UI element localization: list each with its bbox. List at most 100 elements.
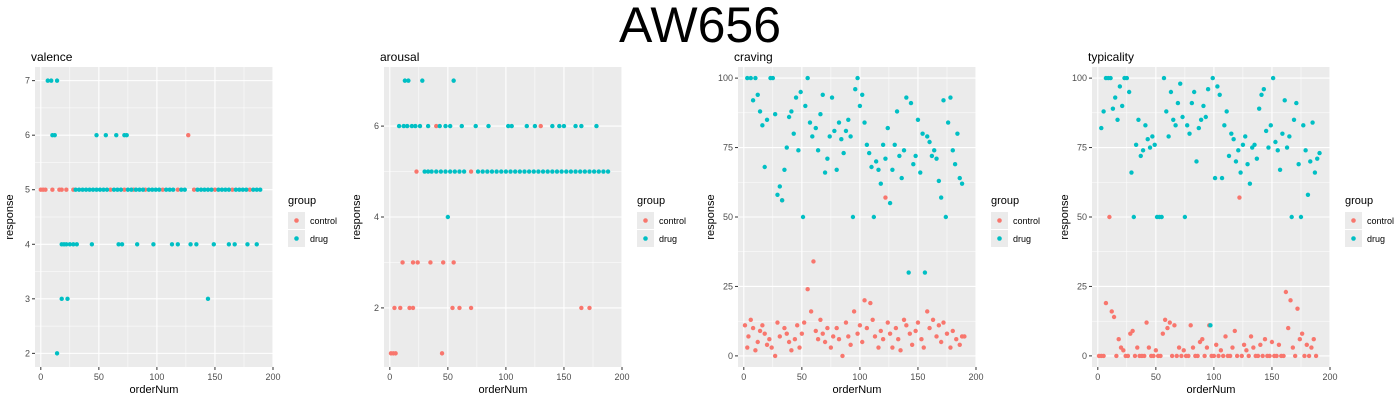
data-point-drug — [1252, 142, 1257, 147]
data-point-drug — [452, 169, 458, 174]
data-point-drug — [800, 214, 806, 220]
y-tick-label: 3 — [25, 294, 30, 304]
data-point-drug — [233, 187, 239, 192]
data-point-drug — [901, 148, 907, 153]
data-point-control — [451, 260, 456, 265]
data-point-drug — [855, 75, 860, 81]
data-point-drug — [1212, 175, 1218, 181]
data-point-drug — [1161, 75, 1167, 81]
data-point-control — [1227, 353, 1233, 359]
data-point-control — [887, 331, 893, 336]
legend-key-point-drug — [997, 236, 1002, 241]
data-point-drug — [409, 123, 415, 129]
data-point-drug — [1115, 117, 1120, 122]
chart-panel-craving: craving 0 50 100 150 200 0 25 50 75 100 orderNum res… — [705, 50, 1040, 396]
data-point-control — [230, 187, 235, 192]
data-point-control — [160, 187, 165, 192]
data-point-control — [755, 339, 760, 345]
data-point-control — [434, 123, 439, 129]
data-point-control — [782, 325, 787, 331]
data-point-control — [1297, 337, 1303, 342]
data-point-control — [468, 305, 474, 311]
y-tick-label: 100 — [718, 73, 733, 83]
data-point-drug — [908, 100, 914, 106]
data-point-drug — [1312, 170, 1318, 175]
data-point-drug — [245, 242, 250, 247]
data-point-drug — [167, 187, 172, 192]
data-point-drug — [1280, 131, 1285, 136]
data-point-control — [1241, 342, 1247, 347]
data-point-control — [904, 323, 909, 328]
data-point-control — [468, 169, 474, 174]
data-point-control — [762, 331, 767, 336]
data-point-drug — [848, 134, 853, 139]
data-point-control — [1158, 353, 1163, 359]
data-point-control — [962, 334, 967, 339]
data-point-drug — [564, 169, 569, 174]
data-point-drug — [959, 181, 965, 186]
chart-panel-typicality: typicality 0 50 100 150 200 0 25 50 75 100 orderNum… — [1059, 50, 1394, 396]
data-point-drug — [948, 95, 953, 100]
data-point-drug — [459, 123, 464, 129]
y-axis-label: response — [705, 194, 717, 239]
data-point-drug — [1108, 75, 1113, 81]
data-point-drug — [878, 181, 883, 186]
data-point-drug — [1268, 123, 1273, 128]
data-point-control — [1286, 325, 1291, 331]
data-point-drug — [820, 92, 825, 97]
data-point-drug — [1168, 89, 1174, 95]
y-tick-label: 2 — [374, 303, 379, 313]
data-point-drug — [605, 169, 611, 174]
data-point-control — [1162, 317, 1168, 322]
data-point-drug — [179, 187, 184, 192]
data-point-drug — [1273, 139, 1278, 145]
data-point-drug — [883, 156, 888, 161]
data-point-drug — [1263, 128, 1269, 134]
x-tick-label: 150 — [910, 372, 925, 382]
data-point-control — [1107, 214, 1112, 220]
data-point-drug — [601, 169, 606, 174]
data-point-control — [764, 342, 770, 347]
data-point-drug — [1178, 81, 1183, 86]
data-point-control — [848, 342, 853, 347]
data-point-control — [1230, 345, 1235, 350]
data-point-drug — [1222, 123, 1227, 128]
data-point-control — [1188, 323, 1193, 328]
data-point-drug — [254, 242, 259, 247]
data-point-drug — [873, 159, 879, 164]
data-point-drug — [1131, 214, 1136, 220]
data-point-control — [808, 309, 814, 314]
data-point-control — [1276, 342, 1282, 347]
data-point-drug — [429, 169, 434, 174]
data-point-drug — [596, 169, 601, 174]
y-tick-label: 0 — [1082, 351, 1087, 361]
data-point-drug — [509, 123, 514, 129]
y-axis-label: response — [351, 194, 363, 239]
y-tick-label: 0 — [728, 351, 733, 361]
data-point-control — [792, 337, 798, 342]
data-point-control — [813, 328, 818, 334]
data-point-drug — [116, 242, 121, 247]
data-point-drug — [494, 169, 499, 174]
data-point-drug — [1140, 148, 1146, 153]
data-point-control — [108, 187, 113, 192]
data-point-control — [1160, 331, 1166, 336]
data-point-drug — [118, 187, 124, 192]
data-point-control — [893, 325, 899, 331]
data-point-drug — [918, 170, 923, 175]
data-point-control — [957, 342, 962, 347]
x-axis-label: orderNum — [1187, 384, 1236, 396]
data-point-control — [1109, 309, 1114, 314]
data-point-control — [400, 260, 405, 265]
data-point-drug — [911, 162, 916, 167]
data-point-control — [415, 260, 420, 265]
data-point-drug — [402, 78, 408, 83]
data-point-control — [441, 260, 446, 265]
data-point-drug — [434, 169, 439, 174]
data-point-drug — [807, 120, 813, 125]
data-point-control — [1211, 353, 1217, 359]
data-point-control — [1237, 195, 1242, 200]
data-point-control — [822, 339, 828, 345]
y-tick-label: 6 — [374, 121, 379, 131]
data-point-control — [1135, 345, 1140, 350]
